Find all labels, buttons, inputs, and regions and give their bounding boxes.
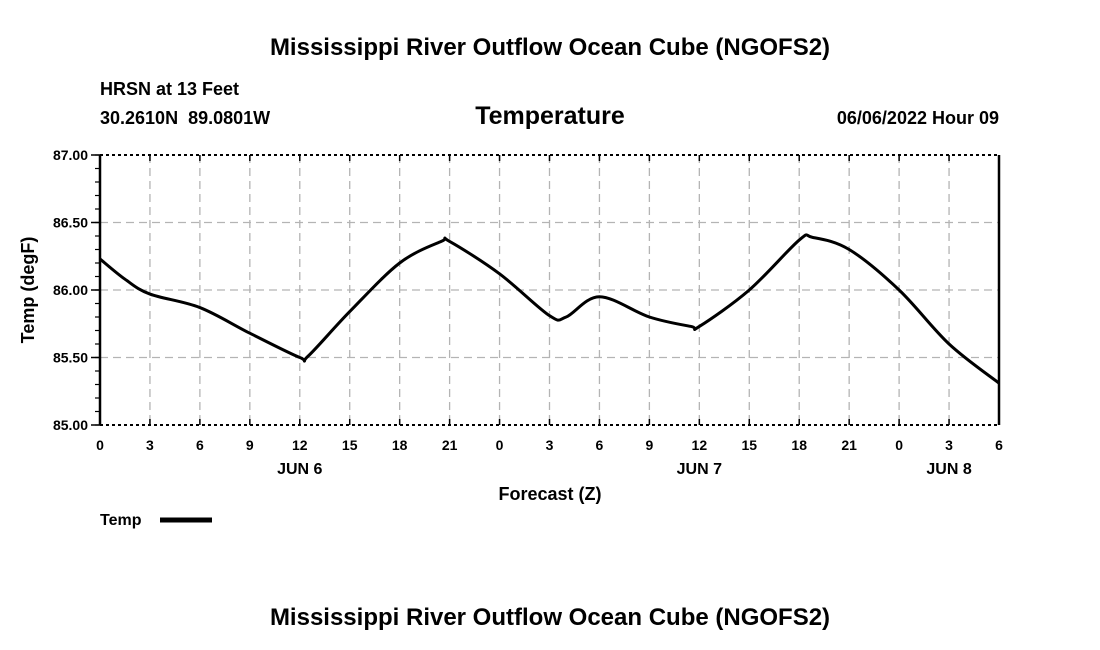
coordinates-label: 30.2610N 89.0801W [100, 108, 270, 128]
station-label: HRSN at 13 Feet [100, 79, 239, 99]
chart-title: Mississippi River Outflow Ocean Cube (NG… [270, 34, 830, 61]
x-tick-label: 6 [995, 437, 1003, 453]
x-tick-label: 0 [496, 437, 504, 453]
x-tick-label: 21 [442, 437, 458, 453]
x-tick-label: 9 [246, 437, 254, 453]
y-tick-label: 85.00 [53, 417, 88, 433]
y-tick-label: 86.00 [53, 282, 88, 298]
x-axis-label: Forecast (Z) [498, 484, 601, 504]
temp-series-line [99, 233, 1000, 385]
x-tick-label: 15 [342, 437, 358, 453]
day-label: JUN 7 [677, 461, 722, 478]
datetime-label: 06/06/2022 Hour 09 [837, 108, 999, 128]
x-tick-label: 12 [692, 437, 708, 453]
x-tick-label: 18 [392, 437, 408, 453]
x-tick-label: 0 [895, 437, 903, 453]
x-tick-label: 3 [546, 437, 554, 453]
y-tick-label: 85.50 [53, 350, 88, 366]
x-tick-label: 6 [596, 437, 604, 453]
y-axis-label: Temp (degF) [18, 237, 38, 344]
x-tick-label: 21 [841, 437, 857, 453]
legend-label: Temp [100, 512, 142, 529]
axes: 0 3 6 9 12 15 18 21 0 3 6 9 12 15 18 21 0 3 6 JUN 6 JUN 7 JUN… [53, 147, 1003, 478]
x-tick-label: 3 [146, 437, 154, 453]
y-tick-label: 87.00 [53, 147, 88, 163]
x-tick-label: 12 [292, 437, 308, 453]
y-tick-label: 86.50 [53, 215, 88, 231]
variable-title: Temperature [475, 102, 625, 130]
x-tick-label: 15 [741, 437, 757, 453]
day-label: JUN 8 [926, 461, 971, 478]
x-tick-label: 0 [96, 437, 104, 453]
x-tick-label: 9 [645, 437, 653, 453]
x-tick-label: 6 [196, 437, 204, 453]
x-tick-label: 3 [945, 437, 953, 453]
footer-title: Mississippi River Outflow Ocean Cube (NG… [270, 604, 830, 631]
grid [100, 155, 999, 425]
day-label: JUN 6 [277, 461, 322, 478]
x-tick-label: 18 [791, 437, 807, 453]
